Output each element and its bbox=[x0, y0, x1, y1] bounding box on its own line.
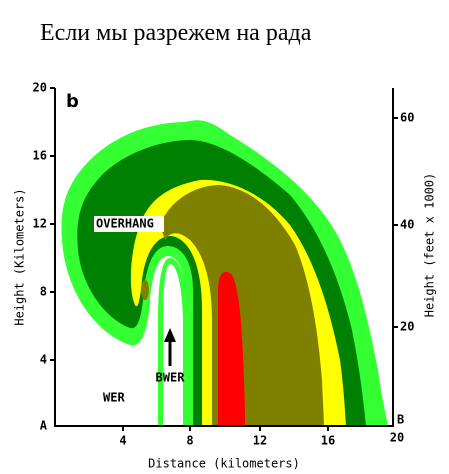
x-tick-label: 4 bbox=[119, 434, 126, 448]
x-tick-label: 16 bbox=[321, 434, 335, 448]
y-tick-label: 4 bbox=[40, 353, 47, 367]
y-tick-label: 20 bbox=[33, 81, 47, 95]
contour-olive bbox=[160, 185, 324, 426]
annotation: WER bbox=[103, 391, 125, 405]
panel-label: b bbox=[66, 91, 79, 112]
y2-axis-title: Height (feet x 1000) bbox=[423, 173, 437, 318]
y-tick-label: 8 bbox=[40, 285, 47, 299]
arrow-head bbox=[164, 328, 176, 342]
annotation: BWER bbox=[156, 371, 186, 385]
y2-tick-label: 60 bbox=[400, 111, 414, 125]
y2-tick-label: B bbox=[397, 413, 404, 427]
x-tick-label: 12 bbox=[253, 434, 267, 448]
body-text: Если мы разрежем на рада bbox=[40, 20, 312, 46]
y2-tick-label: 20 bbox=[400, 320, 414, 334]
y-tick-label: A bbox=[40, 419, 48, 433]
annotation-box bbox=[94, 216, 164, 232]
contour-olive-small bbox=[141, 280, 149, 300]
x-tick-label: 20 bbox=[390, 431, 404, 445]
x-axis-title: Distance (kilometers) bbox=[148, 457, 300, 471]
contour-red bbox=[218, 271, 245, 426]
axis-frame bbox=[54, 88, 394, 427]
y2-tick-label: 40 bbox=[400, 218, 414, 232]
annotation: OVERHANG bbox=[96, 217, 154, 231]
radar-echo bbox=[61, 120, 388, 427]
y-tick-label: 16 bbox=[33, 149, 47, 163]
y-tick-label: 12 bbox=[33, 217, 47, 231]
x-tick-label: 8 bbox=[186, 434, 193, 448]
axes bbox=[50, 87, 398, 431]
notch bbox=[163, 264, 183, 426]
y-axis-title: Height (Kilometers) bbox=[13, 188, 27, 325]
